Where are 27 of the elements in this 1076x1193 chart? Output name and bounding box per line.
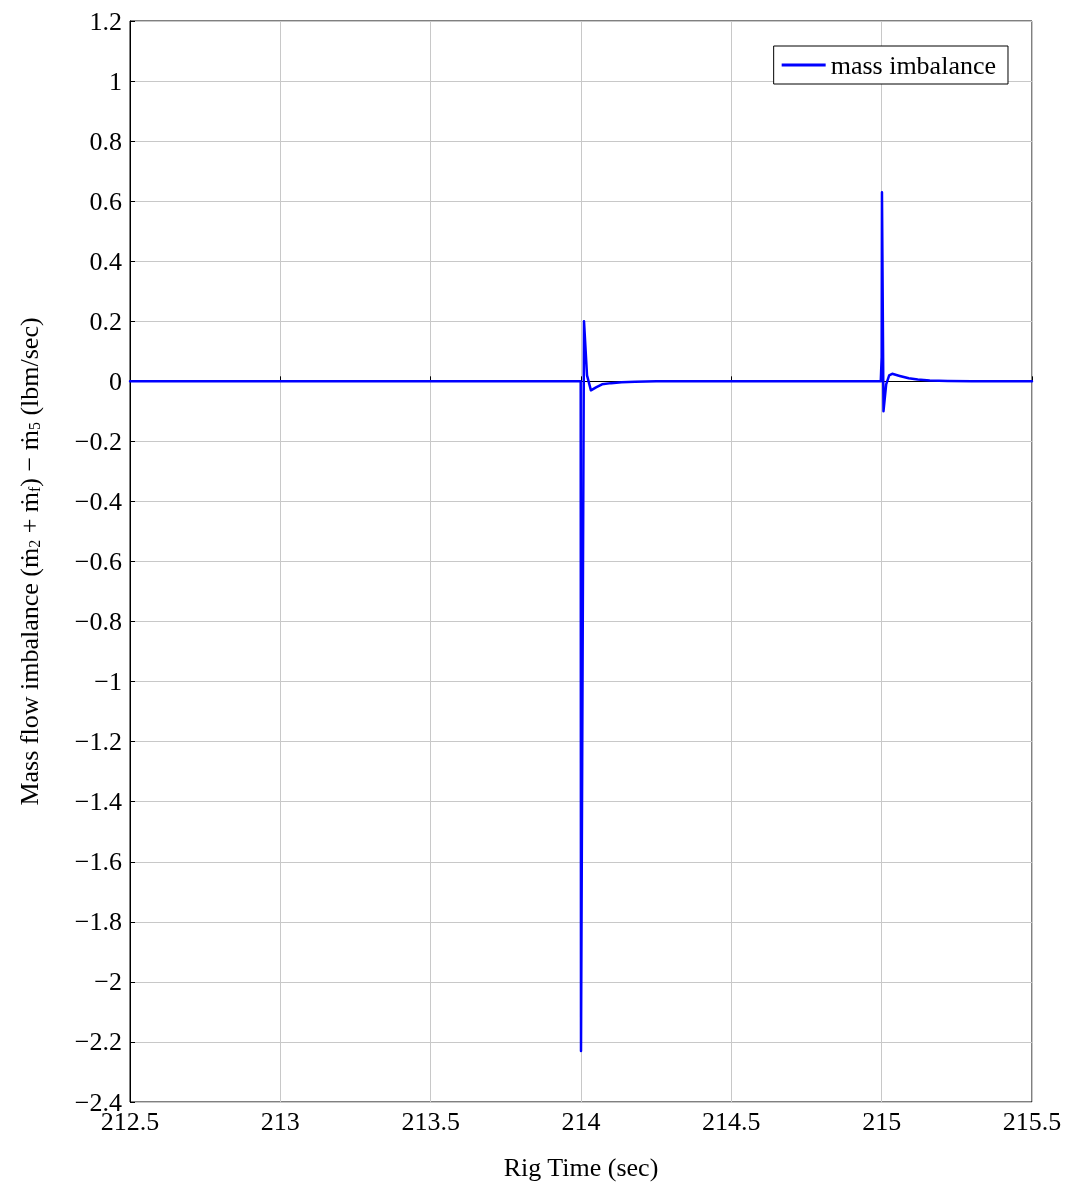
y-tick-label: −0.8 bbox=[74, 607, 122, 637]
y-tick-label: 0.6 bbox=[89, 186, 122, 216]
y-tick-label: 0.2 bbox=[89, 306, 122, 336]
y-axis-title: Mass flow imbalance (ṁ2 + ṁf) − ṁ5 (lbm/sec) bbox=[14, 317, 44, 806]
x-tick-label: 214.5 bbox=[702, 1106, 761, 1136]
x-tick-label: 215.5 bbox=[1002, 1106, 1062, 1136]
legend-label: mass imbalance bbox=[830, 50, 997, 80]
y-tick-label: 0.8 bbox=[89, 126, 122, 156]
y-tick-label: −2 bbox=[94, 967, 122, 997]
y-tick-label: −1.6 bbox=[74, 847, 122, 877]
y-tick-label: −0.6 bbox=[74, 547, 122, 576]
y-tick-label: 0 bbox=[109, 366, 122, 396]
x-tick-label: 215 bbox=[862, 1106, 902, 1136]
y-tick-label: −1.8 bbox=[74, 907, 122, 937]
y-tick-label: 1 bbox=[109, 66, 122, 96]
y-tick-label: −0.4 bbox=[74, 486, 122, 516]
y-tick-label: −1.2 bbox=[74, 727, 122, 757]
x-tick-label: 213 bbox=[260, 1106, 300, 1136]
x-tick-label: 214 bbox=[561, 1106, 601, 1136]
y-tick-label: −1.4 bbox=[74, 787, 122, 817]
x-tick-label: 213.5 bbox=[401, 1106, 460, 1136]
y-tick-label: 1.2 bbox=[89, 6, 122, 36]
x-axis-title: Rig Time (sec) bbox=[503, 1152, 659, 1182]
y-tick-label: −2.2 bbox=[74, 1027, 122, 1057]
y-tick-label: −0.2 bbox=[74, 426, 122, 456]
y-tick-label: 0.4 bbox=[89, 246, 122, 276]
y-tick-label: −1 bbox=[94, 667, 122, 697]
